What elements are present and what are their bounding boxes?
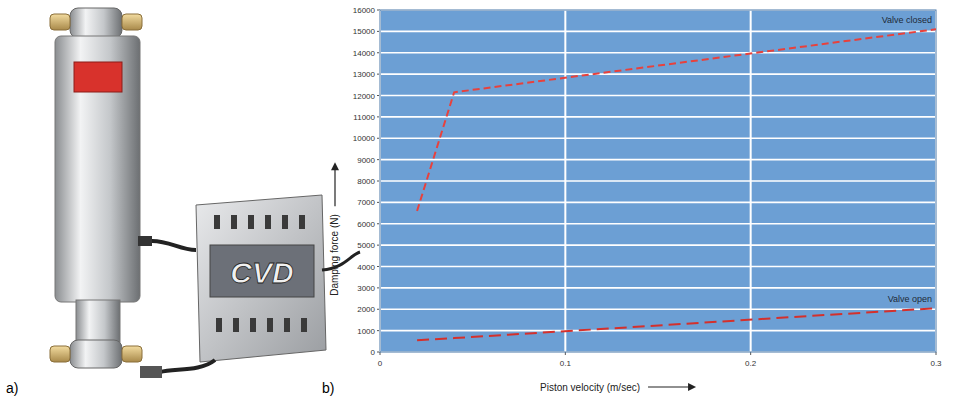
x-tick-label: 0.3 bbox=[930, 359, 942, 368]
x-tick-label: 0.2 bbox=[745, 359, 757, 368]
bolt bbox=[122, 14, 142, 30]
connector bbox=[138, 236, 152, 246]
grid-line bbox=[380, 180, 936, 182]
vent bbox=[265, 215, 271, 229]
series-line bbox=[417, 29, 936, 211]
vent bbox=[301, 318, 307, 332]
grid bbox=[377, 10, 936, 355]
y-tick-label: 12000 bbox=[353, 92, 376, 101]
vent bbox=[282, 215, 288, 229]
box-panel bbox=[210, 245, 314, 297]
vent bbox=[267, 318, 273, 332]
grid-line bbox=[380, 31, 936, 33]
grid-line bbox=[380, 266, 936, 268]
grid-line bbox=[380, 116, 936, 118]
y-tick-label: 8000 bbox=[357, 177, 375, 186]
y-tick-label: 6000 bbox=[357, 220, 375, 229]
y-tick-label: 9000 bbox=[357, 156, 375, 165]
vent bbox=[216, 318, 222, 332]
y-tick-label: 1000 bbox=[357, 327, 375, 336]
y-tick-label: 7000 bbox=[357, 198, 375, 207]
panel-label: b) bbox=[322, 380, 334, 396]
cable bbox=[152, 241, 196, 250]
damper-body bbox=[55, 36, 140, 302]
series-label: Valve open bbox=[888, 294, 932, 304]
damper-lower bbox=[76, 300, 120, 342]
bolt bbox=[50, 14, 70, 30]
grid-line bbox=[380, 159, 936, 161]
vent bbox=[284, 318, 290, 332]
plot-background bbox=[380, 10, 936, 352]
bottom-eye bbox=[70, 340, 122, 368]
axis-arrow bbox=[648, 386, 692, 387]
series-line bbox=[417, 308, 936, 340]
plot-frame bbox=[380, 10, 936, 352]
y-tick-label: 2000 bbox=[357, 305, 375, 314]
cable bbox=[322, 252, 360, 270]
panel-label: a) bbox=[6, 380, 18, 396]
tick-labels: 0 1000 2000 3000 4000 5000 6000 7000 8000 9000 100… bbox=[353, 6, 942, 368]
device-illustration: CVD bbox=[50, 8, 360, 378]
grid-line bbox=[380, 223, 936, 225]
y-tick-label: 4000 bbox=[357, 263, 375, 272]
grid-line bbox=[564, 10, 566, 352]
vent bbox=[248, 215, 254, 229]
grid-line bbox=[380, 73, 936, 75]
axis-arrow-head bbox=[688, 383, 696, 391]
grid-line bbox=[380, 202, 936, 204]
data-lines bbox=[417, 29, 936, 340]
bolt bbox=[50, 346, 70, 362]
grid-line bbox=[380, 330, 936, 332]
x-tick-label: 0.1 bbox=[560, 359, 572, 368]
y-tick-label: 11000 bbox=[353, 113, 375, 122]
bolt bbox=[122, 346, 142, 362]
device-label: CVD bbox=[230, 256, 293, 289]
axis-arrow-head bbox=[331, 162, 339, 170]
vent bbox=[214, 215, 220, 229]
y-tick-label: 0 bbox=[371, 348, 376, 357]
grid-line bbox=[380, 52, 936, 54]
grid-line bbox=[750, 10, 752, 352]
cable bbox=[160, 360, 215, 372]
grid-line bbox=[380, 287, 936, 289]
vent bbox=[299, 215, 305, 229]
y-tick-label: 13000 bbox=[353, 70, 376, 79]
figure: CVD a) 0 1000 2000 3000 4000 5000 6000 7000 8000 90… bbox=[0, 0, 958, 399]
top-eye bbox=[70, 8, 122, 38]
y-axis-title: Damping force (N) bbox=[329, 214, 340, 296]
axis-arrow bbox=[334, 166, 335, 206]
x-axis-title: Piston velocity (m/sec) bbox=[540, 382, 640, 393]
grid-line bbox=[380, 308, 936, 310]
vent bbox=[233, 318, 239, 332]
y-tick-label: 14000 bbox=[353, 49, 376, 58]
grid-line bbox=[380, 95, 936, 97]
y-tick-label: 3000 bbox=[357, 284, 375, 293]
y-tick-label: 15000 bbox=[353, 27, 376, 36]
series-labels: Valve closed Valve open bbox=[882, 15, 932, 304]
y-tick-label: 10000 bbox=[353, 134, 376, 143]
grid-line bbox=[380, 137, 936, 139]
vent bbox=[250, 318, 256, 332]
controller-box bbox=[196, 195, 326, 362]
series-label: Valve closed bbox=[882, 15, 932, 25]
y-tick-label: 5000 bbox=[357, 241, 375, 250]
plug bbox=[140, 366, 162, 378]
y-tick-label: 16000 bbox=[353, 6, 376, 15]
x-tick-label: 0 bbox=[378, 359, 383, 368]
vent bbox=[231, 215, 237, 229]
damper-label bbox=[74, 62, 122, 92]
grid-line bbox=[380, 244, 936, 246]
